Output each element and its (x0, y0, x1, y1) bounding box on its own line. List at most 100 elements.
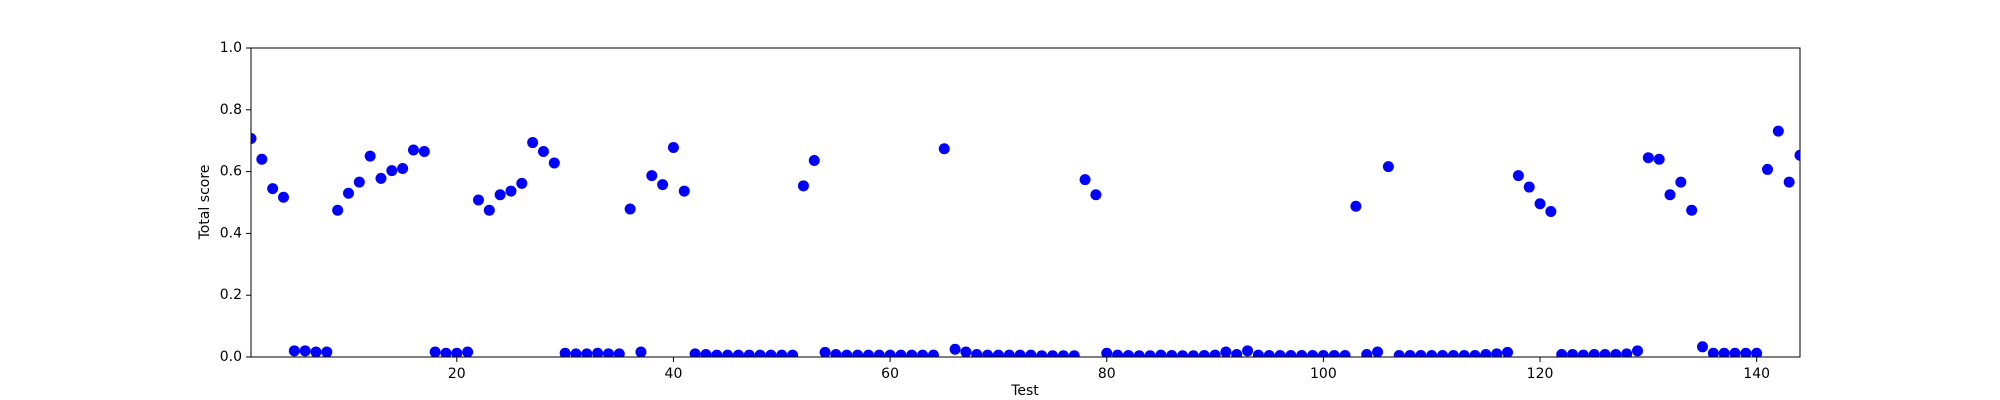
point (1447, 349, 1459, 357)
x-tick-label: 20 (448, 366, 466, 382)
point (288, 345, 300, 357)
point (1783, 176, 1795, 188)
point (732, 349, 744, 357)
point (1101, 347, 1113, 357)
point (1523, 181, 1535, 193)
point (429, 346, 441, 357)
point (678, 185, 690, 197)
point (321, 346, 333, 357)
point (667, 141, 679, 153)
point (1014, 349, 1026, 357)
point (516, 177, 528, 189)
point (267, 183, 279, 195)
x-axis-label: Test (1010, 383, 1039, 399)
point (1036, 350, 1048, 357)
point (1697, 341, 1709, 353)
point (862, 349, 874, 357)
point (1480, 349, 1492, 357)
point (722, 349, 734, 357)
point (1317, 349, 1329, 357)
point (613, 348, 625, 357)
point (1003, 349, 1015, 357)
point (418, 146, 430, 158)
point (960, 346, 972, 357)
point (548, 157, 560, 169)
point (1404, 349, 1416, 357)
point (1274, 349, 1286, 357)
point (570, 348, 582, 357)
x-tick-label: 60 (881, 366, 899, 382)
point (1393, 349, 1405, 357)
x-tick-label: 80 (1098, 366, 1116, 382)
point (1339, 349, 1351, 357)
point (873, 349, 885, 357)
point (927, 349, 939, 357)
point (1718, 347, 1730, 357)
point (602, 348, 614, 357)
point (884, 349, 896, 357)
point (1653, 153, 1665, 165)
point (1567, 349, 1579, 357)
point (1166, 349, 1178, 357)
point (982, 349, 994, 357)
point (1415, 349, 1427, 357)
point (1328, 349, 1340, 357)
point (1426, 349, 1438, 357)
point (505, 185, 517, 197)
point (342, 187, 354, 199)
point (1545, 205, 1557, 217)
point (537, 146, 549, 158)
point (1534, 198, 1546, 210)
point (1307, 349, 1319, 357)
point (841, 349, 853, 357)
point (1751, 347, 1763, 357)
plot-frame (250, 47, 1801, 358)
point (353, 176, 365, 188)
y-axis-label: Total score (197, 165, 213, 241)
point (1144, 350, 1156, 357)
point (494, 189, 506, 201)
point (1361, 349, 1373, 357)
y-tick-label: 0.8 (220, 102, 242, 118)
point (1664, 189, 1676, 201)
point (689, 348, 701, 357)
point (1057, 350, 1069, 357)
point (440, 347, 452, 357)
point (1220, 346, 1232, 357)
point (657, 179, 669, 191)
point (1686, 204, 1698, 216)
point (1642, 152, 1654, 164)
point (559, 347, 571, 357)
x-tick-label: 40 (665, 366, 683, 382)
point (1740, 347, 1752, 357)
point (646, 170, 658, 182)
point (1209, 349, 1221, 357)
point (1198, 349, 1210, 357)
point (1382, 161, 1394, 173)
point (830, 349, 842, 357)
point (1133, 350, 1145, 357)
point (1079, 174, 1091, 186)
point (581, 348, 593, 357)
point (949, 343, 961, 355)
point (895, 349, 907, 357)
point (1632, 345, 1644, 357)
point (1242, 345, 1254, 357)
point (364, 150, 376, 162)
point (462, 346, 474, 357)
point (1729, 347, 1741, 357)
point (1469, 349, 1481, 357)
point (332, 204, 344, 216)
point (1231, 349, 1243, 357)
x-tick-label: 100 (1310, 366, 1337, 382)
point (852, 349, 864, 357)
point (483, 204, 495, 216)
point (592, 347, 604, 357)
points (251, 125, 1800, 357)
point (375, 172, 387, 184)
point (1112, 349, 1124, 357)
point (1177, 350, 1189, 357)
point (1296, 349, 1308, 357)
y-tick-label: 0.0 (220, 349, 242, 365)
